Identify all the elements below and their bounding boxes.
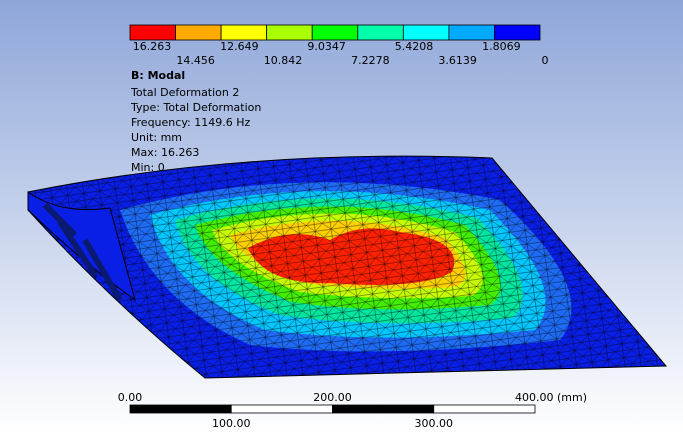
scale-label: 100.00	[212, 417, 251, 430]
info-line: Type: Total Deformation	[130, 101, 261, 114]
legend-label: 3.6139	[438, 54, 477, 67]
legend-swatch	[358, 25, 404, 40]
legend-swatch	[221, 25, 267, 40]
scale-segment	[333, 405, 434, 413]
info-line: Unit: mm	[131, 131, 182, 144]
scale-label: 300.00	[415, 417, 454, 430]
info-line: Max: 16.263	[131, 146, 199, 159]
legend-label: 14.456	[176, 54, 215, 67]
legend-swatch	[130, 25, 176, 40]
legend-label: 10.842	[264, 54, 303, 67]
legend-swatch	[494, 25, 540, 40]
legend-label: 0	[542, 54, 549, 67]
info-line: Total Deformation 2	[130, 86, 239, 99]
legend-swatch	[449, 25, 495, 40]
legend-label: 16.263	[133, 40, 172, 53]
legend-label: 12.649	[220, 40, 259, 53]
scale-segment	[231, 405, 332, 413]
legend-swatch	[312, 25, 358, 40]
legend-swatch	[267, 25, 313, 40]
info-line: Min: 0	[131, 161, 165, 174]
info-title: B: Modal	[131, 69, 185, 82]
viewport: 16.263 12.649 9.0347 5.4208 1.8069 14.456 10.8…	[0, 0, 683, 433]
scale-label: 200.00	[313, 391, 352, 404]
legend-label: 7.2278	[351, 54, 390, 67]
scale-segment	[434, 405, 535, 413]
scale-label: 0.00	[118, 391, 143, 404]
scale-segment	[130, 405, 231, 413]
legend-label: 5.4208	[395, 40, 434, 53]
legend-label: 9.0347	[307, 40, 346, 53]
scale-label: 400.00 (mm)	[515, 391, 587, 404]
legend-label: 1.8069	[482, 40, 521, 53]
legend-swatch	[176, 25, 222, 40]
legend-swatch	[403, 25, 449, 40]
info-line: Frequency: 1149.6 Hz	[131, 116, 250, 129]
